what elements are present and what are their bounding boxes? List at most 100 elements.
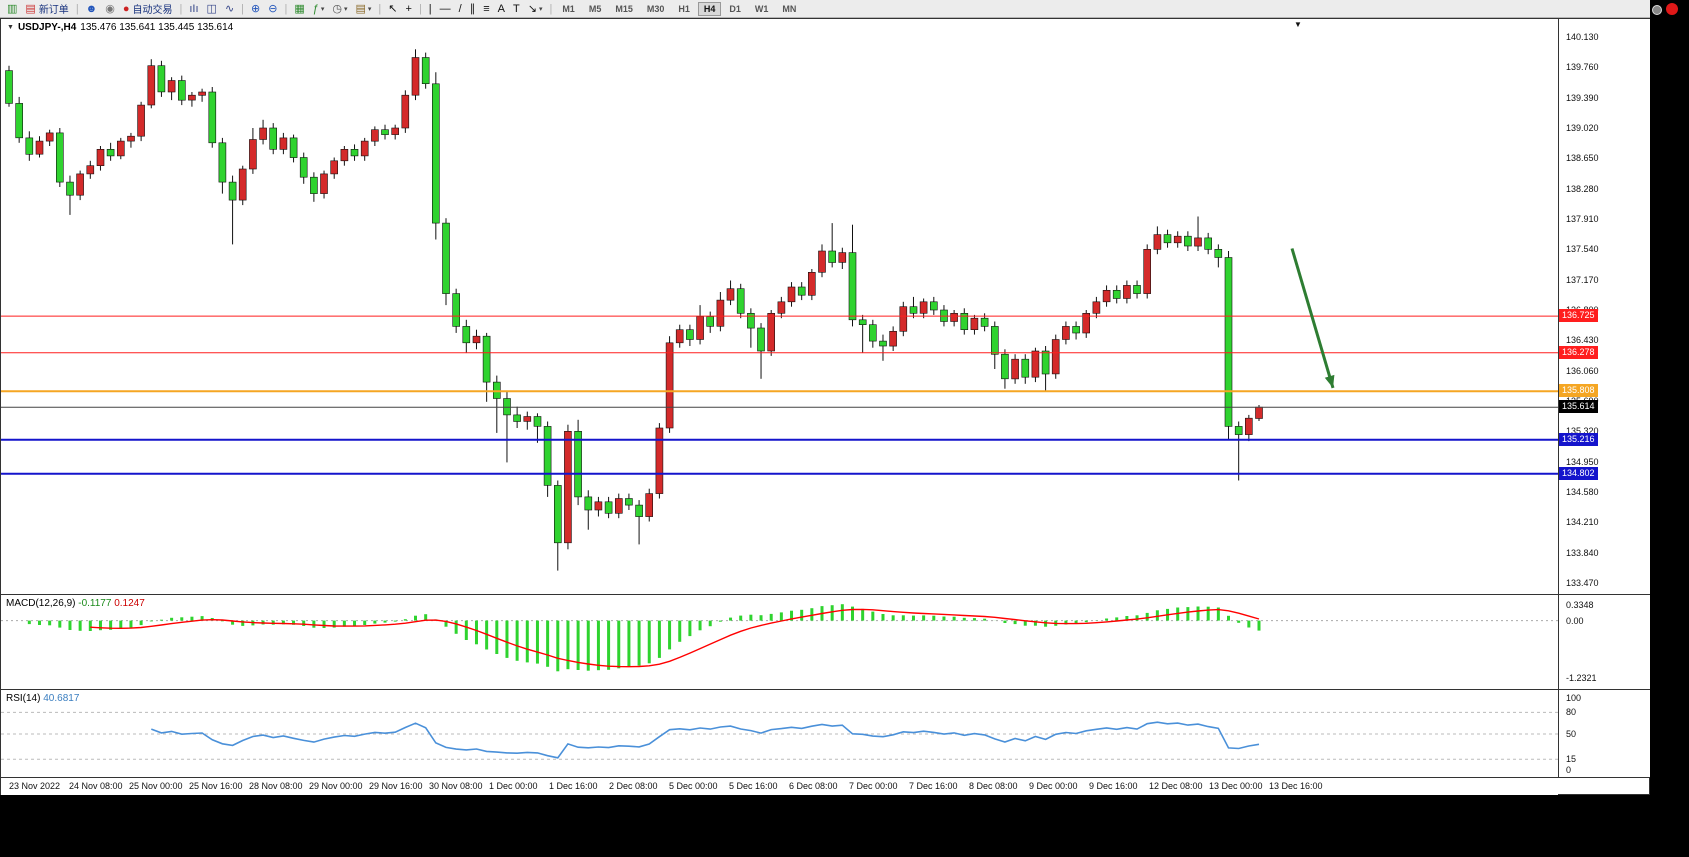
candlestick xyxy=(137,104,145,137)
price-axis[interactable]: 140.130 139.760 139.390 139.020 138.650 138.2… xyxy=(1559,19,1650,594)
timeframe-button-m15[interactable]: M15 xyxy=(615,3,633,14)
bar-chart-icon[interactable]: ıIı xyxy=(185,0,202,18)
time-axis[interactable]: 23 Nov 2022 24 Nov 08:00 25 Nov 00:00 25 No… xyxy=(1,778,1558,795)
candlestick xyxy=(686,329,694,340)
candlestick xyxy=(553,485,562,544)
trend-arrow-annotation[interactable] xyxy=(1290,248,1335,389)
candlestick xyxy=(157,65,166,93)
timeframe-button-h4[interactable]: H4 xyxy=(697,1,722,16)
candlestick xyxy=(899,306,908,332)
autotrading-button[interactable]: ● 自动交易 xyxy=(119,0,177,18)
rsi-axis-label: 15 xyxy=(1566,754,1577,764)
title-dropdown-icon[interactable]: ▼ xyxy=(7,24,14,31)
candlestick xyxy=(452,293,461,327)
time-axis-label: 25 Nov 00:00 xyxy=(129,781,183,791)
channel-icon: ∥ xyxy=(469,2,476,15)
text-label-icon: T xyxy=(512,2,520,15)
price-tag: 136.725 xyxy=(1559,309,1598,322)
timeframe-button-h1[interactable]: H1 xyxy=(678,3,690,14)
channel-icon[interactable]: ∥ xyxy=(466,0,480,18)
profiles-icon[interactable]: ☻ xyxy=(82,0,102,18)
candlestick xyxy=(482,335,491,383)
indicators-icon[interactable]: ƒ ▾ xyxy=(309,0,329,18)
price-axis-label: 133.840 xyxy=(1566,548,1599,558)
tile-windows-icon[interactable]: ▦ xyxy=(290,0,308,18)
horizontal-line-icon[interactable]: — xyxy=(436,0,455,18)
templates-icon[interactable]: ▤ ▾ xyxy=(352,0,376,18)
price-axis-label: 138.280 xyxy=(1566,184,1599,194)
fibonacci-icon[interactable]: ≡ xyxy=(479,0,493,18)
macd-panel[interactable] xyxy=(1,595,1558,689)
new-order-button: ▤ xyxy=(25,2,36,15)
candlestick xyxy=(269,127,278,150)
candlestick xyxy=(1072,326,1080,334)
current-price-tag: 135.614 xyxy=(1559,400,1598,413)
text-icon[interactable]: A xyxy=(494,0,509,18)
time-axis-label: 29 Nov 00:00 xyxy=(309,781,363,791)
notification-badge[interactable] xyxy=(1666,3,1678,15)
time-axis-label: 13 Dec 16:00 xyxy=(1269,781,1323,791)
crosshair-icon[interactable]: + xyxy=(402,0,416,18)
price-axis-label: 136.060 xyxy=(1566,366,1599,376)
candlestick xyxy=(167,80,176,93)
rsi-axis-label: 50 xyxy=(1566,729,1577,739)
autotrading-button: ● xyxy=(122,2,130,15)
periods-icon[interactable]: ◷ ▾ xyxy=(328,0,351,18)
arrows-icon[interactable]: ↘ ▾ xyxy=(524,0,547,18)
candlestick xyxy=(218,142,227,183)
candlestick xyxy=(208,91,217,144)
candlestick xyxy=(1245,417,1253,435)
cursor-icon[interactable]: ↖ xyxy=(384,0,401,18)
timeframe-button-m1[interactable]: M1 xyxy=(562,3,575,14)
profiles-icon: ☻ xyxy=(85,2,98,15)
candlestick xyxy=(55,132,64,183)
new-order-button[interactable]: ▤ 新订单 xyxy=(21,0,72,18)
timeframe-button-mn[interactable]: MN xyxy=(782,3,797,14)
rsi-panel[interactable] xyxy=(1,690,1558,777)
candlestick-chart-icon[interactable]: ◫ xyxy=(203,0,221,18)
rsi-axis[interactable]: 100 80 50 15 0 xyxy=(1559,690,1650,777)
candlestick xyxy=(919,301,928,314)
zoom-out-icon: ⊖ xyxy=(268,2,278,15)
candlestick xyxy=(1082,312,1090,334)
timeframe-button-d1[interactable]: D1 xyxy=(729,3,741,14)
candlestick xyxy=(147,65,156,106)
timeframe-button-m5[interactable]: M5 xyxy=(588,3,602,14)
price-axis-label: 137.910 xyxy=(1566,214,1599,224)
candlestick xyxy=(421,57,430,85)
chevron-down-icon: ▾ xyxy=(320,5,325,13)
text-label-icon[interactable]: T xyxy=(509,0,524,18)
candlestick xyxy=(807,272,816,296)
candlestick xyxy=(15,103,23,139)
new-chart-icon[interactable]: ▥ xyxy=(3,0,21,18)
candlestick xyxy=(1194,237,1202,247)
candlestick xyxy=(868,324,877,342)
candlestick xyxy=(1163,234,1172,244)
price-axis-label: 134.580 xyxy=(1566,487,1599,497)
line-chart-icon[interactable]: ∿ xyxy=(221,0,238,18)
toolbar-separator: | xyxy=(75,2,79,15)
zoom-in-icon[interactable]: ⊕ xyxy=(247,0,264,18)
candlestick xyxy=(574,430,582,498)
rsi-axis-label: 80 xyxy=(1566,707,1577,717)
rsi-label: RSI(14) 40.6817 xyxy=(6,693,80,704)
timeframe-button-m30[interactable]: M30 xyxy=(646,3,665,14)
panel-splitter-1[interactable] xyxy=(1,594,1649,595)
time-axis-label: 12 Dec 08:00 xyxy=(1149,781,1203,791)
macd-axis[interactable]: 0.3348 0.00 -1.2321 xyxy=(1559,595,1650,689)
price-axis-label: 139.020 xyxy=(1566,123,1599,133)
panel-splitter-2[interactable] xyxy=(1,689,1649,690)
main-chart-plot[interactable] xyxy=(1,19,1558,594)
toolbar-separator: | xyxy=(179,2,183,15)
timeframe-button-w1[interactable]: W1 xyxy=(754,3,769,14)
zoom-out-icon[interactable]: ⊖ xyxy=(264,0,281,18)
alerts-icon[interactable]: ◉ xyxy=(101,0,119,18)
candlestick xyxy=(1021,358,1030,378)
candlestick xyxy=(564,430,572,544)
time-axis-label: 28 Nov 08:00 xyxy=(249,781,303,791)
trendline-icon[interactable]: / xyxy=(455,0,466,18)
chart-shift-marker[interactable]: ▼ xyxy=(1294,20,1302,29)
candlestick xyxy=(980,317,989,327)
vertical-line-icon[interactable]: | xyxy=(425,0,436,18)
price-axis-label: 134.950 xyxy=(1566,457,1599,467)
